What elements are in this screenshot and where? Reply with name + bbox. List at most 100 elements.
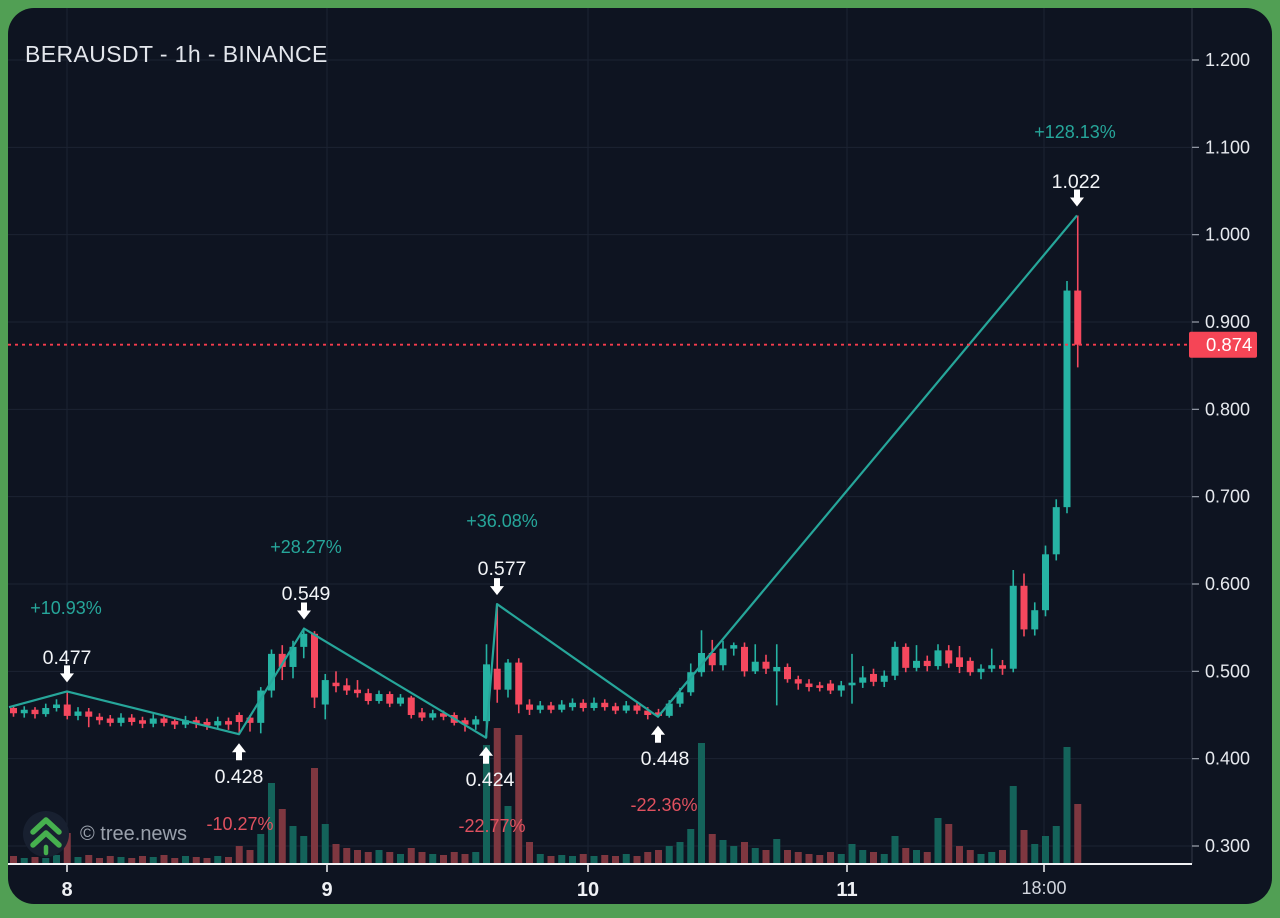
volume-bar bbox=[128, 858, 136, 864]
volume-bar bbox=[1063, 747, 1071, 864]
chart-title: BERAUSDT - 1h - BINANCE bbox=[25, 41, 328, 67]
volume-bar bbox=[891, 836, 899, 864]
candle-body bbox=[1052, 507, 1060, 555]
volume-bar bbox=[569, 856, 576, 864]
volume-bar bbox=[687, 829, 695, 864]
price-tick-label: 0.700 bbox=[1205, 487, 1250, 507]
candle-body bbox=[42, 708, 50, 715]
candle-body bbox=[225, 721, 232, 725]
volume-bar bbox=[343, 848, 351, 864]
tree-news-logo-icon bbox=[23, 811, 69, 857]
candle-body bbox=[139, 720, 146, 724]
candle-body bbox=[20, 709, 28, 714]
swing-pct-label: -22.77% bbox=[458, 816, 525, 836]
volume-bar bbox=[784, 850, 791, 864]
candle-body bbox=[53, 704, 60, 709]
candle-body bbox=[96, 716, 103, 721]
candle-body bbox=[988, 665, 996, 669]
price-tick-label: 0.300 bbox=[1205, 836, 1250, 856]
swing-price-label: 0.428 bbox=[215, 766, 264, 788]
volume-bar bbox=[719, 840, 727, 864]
volume-bar bbox=[246, 850, 254, 864]
candle-body bbox=[880, 675, 888, 682]
candle-body bbox=[493, 668, 501, 690]
candle-body bbox=[235, 715, 243, 722]
volume-bar bbox=[493, 728, 501, 864]
volume-bar bbox=[730, 846, 738, 864]
volume-bar bbox=[106, 856, 114, 864]
volume-bar bbox=[859, 850, 867, 864]
candle-body bbox=[848, 682, 856, 686]
volume-bar bbox=[913, 850, 920, 864]
candle-body bbox=[784, 666, 791, 680]
price-tick-label: 0.800 bbox=[1205, 399, 1250, 419]
candle-body bbox=[504, 662, 512, 690]
arrow-up-icon bbox=[232, 743, 246, 761]
candle-body bbox=[1020, 585, 1028, 630]
candle-body bbox=[418, 712, 426, 718]
candle-body bbox=[1031, 610, 1039, 630]
candle-body bbox=[117, 717, 125, 723]
candle-body bbox=[182, 720, 189, 725]
price-tick-label: 0.400 bbox=[1205, 749, 1250, 769]
volume-bar bbox=[504, 806, 512, 864]
candle-body bbox=[569, 702, 576, 708]
swing-price-label: 0.577 bbox=[478, 558, 527, 580]
time-axis[interactable]: 8 9 10 11 18:00 bbox=[8, 863, 1192, 901]
candle-body bbox=[730, 645, 738, 649]
volume-bar bbox=[633, 856, 641, 864]
volume-bar bbox=[1009, 786, 1017, 864]
candle-body bbox=[773, 666, 781, 672]
volume-bar bbox=[289, 826, 297, 864]
swing-pct-label: +10.93% bbox=[30, 598, 102, 618]
volume-bar bbox=[870, 852, 877, 864]
price-tick-label: 1.000 bbox=[1205, 225, 1250, 245]
candle-body bbox=[966, 660, 974, 673]
candle-body bbox=[601, 702, 609, 708]
candle-body bbox=[687, 672, 695, 693]
volume-bar bbox=[214, 856, 222, 864]
time-tick-label: 8 bbox=[61, 879, 72, 901]
volume-bar bbox=[203, 858, 211, 864]
arrow-down-icon bbox=[1070, 189, 1084, 207]
price-tick-label: 1.100 bbox=[1205, 137, 1250, 157]
candle-body bbox=[719, 648, 727, 666]
candle-body bbox=[923, 660, 931, 667]
arrow-up-icon bbox=[651, 725, 665, 743]
candle-body bbox=[85, 711, 93, 717]
candle-body bbox=[472, 719, 480, 725]
current-price-value: 0.874 bbox=[1206, 334, 1252, 355]
volume-bar bbox=[1052, 826, 1060, 864]
candle-body bbox=[526, 704, 533, 710]
candle-body bbox=[762, 661, 770, 669]
candle-body bbox=[311, 633, 318, 698]
candle-body bbox=[278, 653, 286, 667]
volume-bar bbox=[848, 844, 856, 864]
candle-body bbox=[128, 717, 136, 722]
price-axis[interactable]: 1.200 1.100 1.000 0.900 0.800 0.700 0.600 0.500… bbox=[1189, 8, 1257, 864]
candlestick-chart[interactable]: 0.477 +10.93% 0.428 -10.27% 0.549 +28.27% 0.42… bbox=[8, 8, 1272, 904]
volume-bar bbox=[397, 854, 404, 864]
candle-body bbox=[751, 661, 759, 672]
volume-bar bbox=[956, 846, 963, 864]
volume-bar bbox=[171, 858, 179, 864]
grid-lines bbox=[8, 8, 1192, 864]
candle-body bbox=[676, 692, 684, 704]
candle-body bbox=[945, 650, 953, 664]
candles bbox=[10, 215, 1082, 738]
candle-body bbox=[956, 657, 963, 667]
candle-body bbox=[203, 721, 211, 726]
candle-body bbox=[859, 677, 867, 683]
arrow-up-icon bbox=[479, 746, 493, 764]
candle-body bbox=[827, 683, 834, 691]
volume-bar bbox=[1020, 830, 1028, 864]
candle-body bbox=[149, 718, 157, 724]
volume-bar bbox=[139, 856, 146, 864]
candle-body bbox=[913, 660, 920, 668]
candle-body bbox=[160, 718, 168, 723]
candle-body bbox=[214, 721, 222, 726]
time-tick-label: 11 bbox=[836, 879, 857, 901]
candle-body bbox=[321, 680, 329, 705]
volume-bar bbox=[85, 855, 93, 864]
candle-body bbox=[461, 720, 469, 725]
